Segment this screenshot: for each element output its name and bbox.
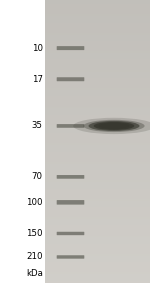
FancyBboxPatch shape xyxy=(57,175,84,179)
Text: 100: 100 xyxy=(26,198,43,207)
Text: 150: 150 xyxy=(26,229,43,238)
Text: 70: 70 xyxy=(32,172,43,181)
Ellipse shape xyxy=(73,118,150,134)
FancyBboxPatch shape xyxy=(57,124,84,128)
Text: 17: 17 xyxy=(32,75,43,84)
FancyBboxPatch shape xyxy=(57,232,84,235)
FancyBboxPatch shape xyxy=(57,46,84,50)
Text: kDa: kDa xyxy=(26,269,43,278)
Ellipse shape xyxy=(88,121,140,131)
FancyBboxPatch shape xyxy=(57,77,84,81)
FancyBboxPatch shape xyxy=(57,200,84,205)
Ellipse shape xyxy=(94,122,134,130)
Text: 210: 210 xyxy=(26,252,43,261)
Text: 35: 35 xyxy=(32,121,43,130)
Bar xyxy=(0,0,45,283)
FancyBboxPatch shape xyxy=(57,255,84,259)
Ellipse shape xyxy=(99,123,129,129)
Text: 10: 10 xyxy=(32,44,43,53)
Ellipse shape xyxy=(83,120,145,132)
